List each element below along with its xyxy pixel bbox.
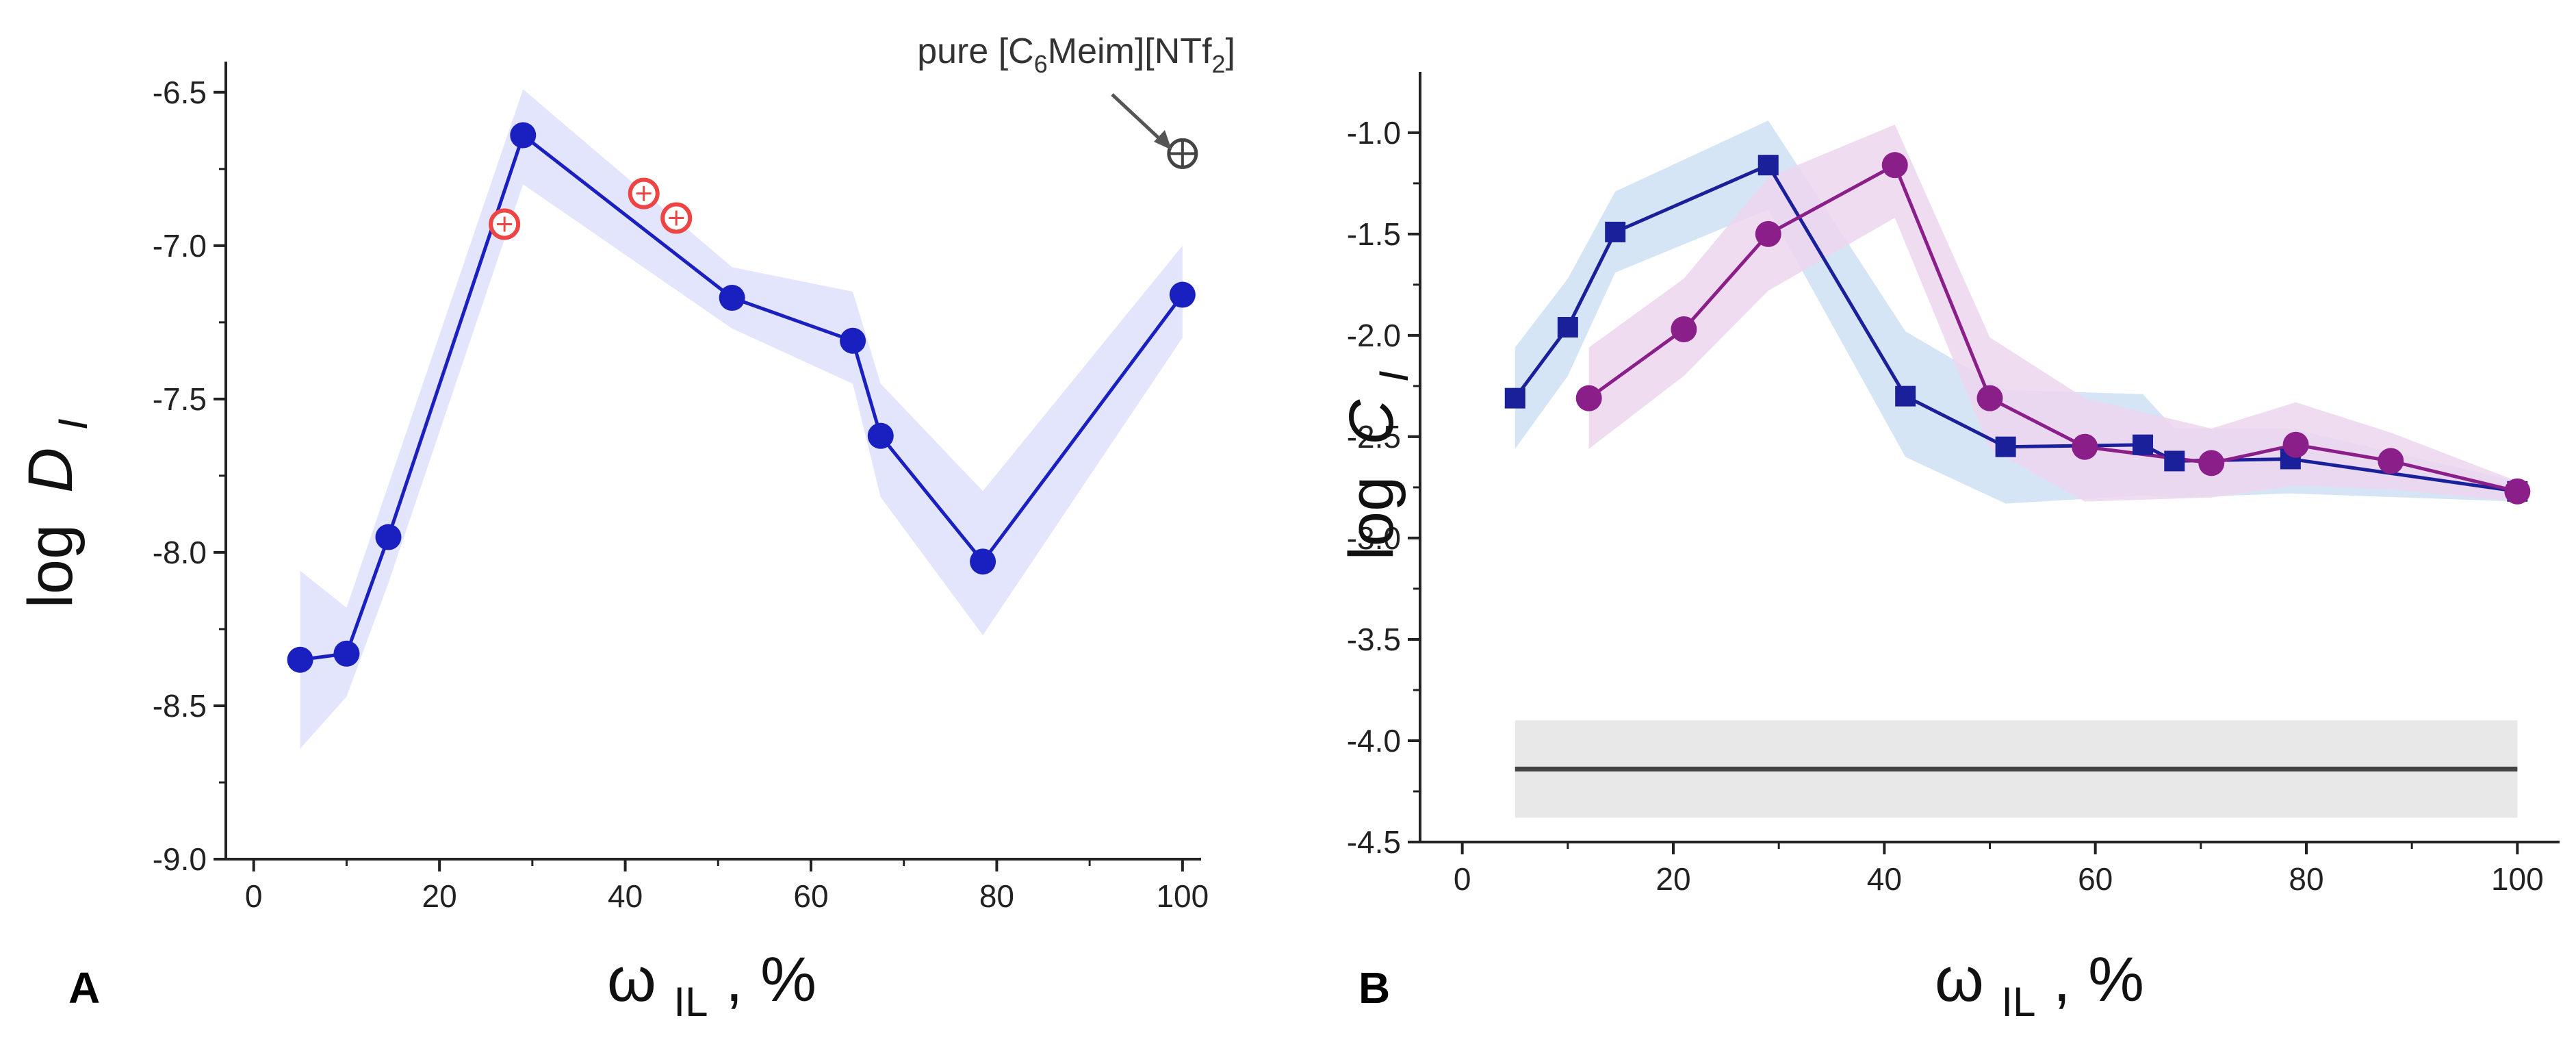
- panel-b-series-1-point: [2282, 431, 2309, 458]
- panel-b-x-tick-label: 80: [2289, 861, 2323, 897]
- panel-b-y-tick-label: -4.0: [1347, 723, 1401, 759]
- panel-b-series-1-point: [2378, 448, 2404, 474]
- panel-a-series-0-point: [287, 646, 313, 673]
- panel-a-letter: A: [68, 963, 100, 1013]
- panel-b-series-1-point: [1671, 316, 1697, 342]
- panel-b-series-0-point: [1557, 317, 1578, 338]
- panel-b-x-tick-label: 0: [1454, 861, 1471, 897]
- panel-a-x-tick-label: 80: [979, 878, 1014, 914]
- panel-b-y-tick-label: -2.5: [1347, 419, 1401, 455]
- panel-a-x-title-unit: , %: [725, 945, 816, 1015]
- panel-a-y-tick-label: -8.5: [153, 688, 207, 724]
- panel-a-series-0-point: [333, 640, 360, 667]
- annotation-arrowhead: [1154, 130, 1172, 150]
- panel-b-series-1-point: [2504, 478, 2531, 505]
- panel-b-series-1-point: [1976, 385, 2003, 411]
- panel-a-x-tick-label: 60: [793, 878, 828, 914]
- panel-a-y-title-sub: I: [50, 418, 96, 430]
- panel-a-x-tick-label: 0: [245, 878, 263, 914]
- panel-b-x-tick-label: 20: [1656, 861, 1690, 897]
- panel-b-x-title: ω IL , %: [1935, 945, 2144, 1030]
- panel-a-x-title-omega: ω: [607, 945, 656, 1015]
- panel-b-y-title: log C I: [1337, 370, 1417, 560]
- panel-b-y-title-var: C: [1337, 399, 1406, 445]
- panel-b-x-tick-label: 40: [1867, 861, 1902, 897]
- panel-a-pure-point: [1167, 138, 1198, 169]
- panel-b-series-1-point: [1755, 220, 1781, 247]
- panel-a-x-title: ω IL , %: [607, 945, 816, 1030]
- panel-a-series-0-point: [375, 524, 402, 550]
- annotation-sub1: 6: [1034, 50, 1048, 78]
- panel-a-series-0-point: [867, 422, 894, 449]
- panel-a-y-title-var: D: [16, 448, 86, 493]
- panel-b-series-1-band: [1588, 124, 2518, 502]
- panel-a-series-0-point: [719, 285, 745, 311]
- panel-a-y-tick-label: -7.5: [153, 381, 207, 417]
- panel-b-x-title-sub: IL: [2001, 979, 2035, 1025]
- panel-a-extra-point: [489, 208, 521, 240]
- panel-b-series-1-point: [1575, 385, 1602, 411]
- panel-a-y-tick-label: -7.0: [153, 228, 207, 264]
- panel-a-x-tick-label: 20: [422, 878, 457, 914]
- panel-b-y-tick-label: -2.0: [1347, 318, 1401, 353]
- panel-b-series-1-point: [1881, 152, 1908, 179]
- panel-b-x-title-unit: , %: [2053, 945, 2144, 1015]
- panel-b-series-0-point: [2133, 434, 2154, 455]
- panel-b-y-tick-label: -4.5: [1347, 824, 1401, 860]
- panel-b-x-tick-label: 60: [2078, 861, 2113, 897]
- panel-b-series-0-point: [2164, 450, 2185, 472]
- panel-a-x-title-sub: IL: [673, 979, 708, 1025]
- panel-a-y-tick-label: -6.5: [153, 75, 207, 110]
- panel-a-extra-point: [660, 202, 693, 234]
- panel-a-y-tick-label: -8.0: [153, 535, 207, 570]
- panel-b-y-title-sub: I: [1371, 370, 1417, 382]
- panel-a-x-tick-label: 40: [608, 878, 643, 914]
- panel-a-series-0-point: [840, 327, 866, 354]
- annotation-pure-il: pure [C6Meim][NTf2]: [917, 31, 1235, 78]
- annotation-mid: Meim][NTf: [1048, 31, 1212, 71]
- annotation-sub2: 2: [1212, 50, 1226, 78]
- panel-a-series-0-band: [300, 89, 1183, 749]
- annotation-prefix: pure [C: [917, 31, 1034, 71]
- panel-a-extra-point: [628, 177, 660, 209]
- panel-b: -4.5 -4.0 -3.5 -3.0 -2.5 -2.0 -1.5 -1.0 0 20 40 60 8…: [1337, 72, 2560, 1030]
- panel-b-series-0-point: [1757, 155, 1779, 176]
- panel-a: -9.0 -8.5 -8.0 -7.5 -7.0 -6.5 0 20 40 60 80 100 A l…: [16, 31, 1235, 1030]
- panel-b-y-tick-label: -3.5: [1347, 622, 1401, 657]
- panel-b-x-tick-label: 100: [2491, 861, 2544, 897]
- panel-b-y-tick-label: -3.0: [1347, 520, 1401, 556]
- annotation-suffix: ]: [1226, 31, 1235, 71]
- panel-b-y-title-log: log: [1337, 476, 1406, 561]
- panel-a-y-title: log D I: [16, 418, 96, 608]
- panel-a-x-tick-label: 100: [1156, 878, 1209, 914]
- panel-b-x-title-omega: ω: [1935, 945, 1984, 1015]
- panel-b-series-1-point: [2072, 433, 2098, 460]
- annotation-arrow: [1111, 93, 1165, 144]
- panel-a-series-0-point: [1169, 281, 1196, 308]
- panel-b-series-1-line: [1588, 162, 2518, 494]
- panel-b-series-1-point: [2198, 450, 2225, 476]
- panel-b-series-0-point: [1895, 385, 1916, 407]
- panel-b-series-0-point: [1504, 387, 1525, 409]
- panel-a-y-tick-label: -9.0: [153, 841, 207, 877]
- panel-a-series-0-point: [970, 548, 996, 575]
- panel-b-series-0-point: [1995, 436, 2016, 457]
- panel-a-series-0-point: [510, 122, 537, 149]
- panel-b-letter: B: [1358, 963, 1390, 1013]
- panel-b-y-tick-label: -1.5: [1347, 216, 1401, 252]
- panel-a-y-title-log: log: [16, 524, 86, 609]
- panel-b-series-0-point: [1605, 221, 1626, 242]
- panel-b-y-tick-label: -1.0: [1347, 115, 1401, 151]
